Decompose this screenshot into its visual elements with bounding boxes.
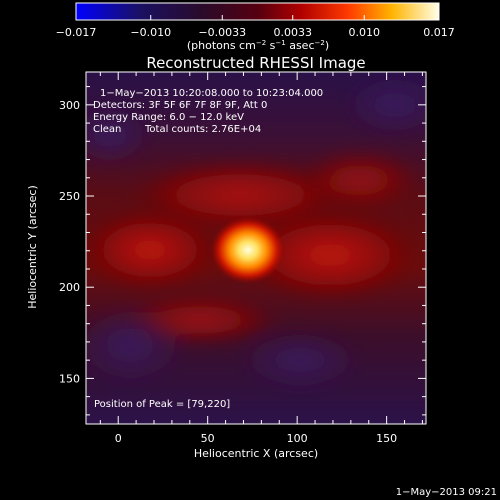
colorbar-tick-label: −0.017 — [56, 26, 97, 39]
timestamp: 1−May−2013 09:21 — [396, 487, 497, 498]
y-tick-label: 300 — [59, 99, 80, 112]
colorbar-tick-label: 0.0033 — [273, 26, 312, 39]
image-title: Reconstructed RHESSI Image — [146, 54, 365, 72]
energy-range: Energy Range: 6.0 − 12.0 keV — [93, 112, 244, 123]
colorbar-tick-label: −0.010 — [130, 26, 171, 39]
x-axis-label: Heliocentric X (arcsec) — [194, 447, 318, 460]
y-tick-label: 150 — [59, 372, 80, 385]
peak-position: Position of Peak = [79,220] — [94, 399, 230, 410]
detectors: Detectors: 3F 5F 6F 7F 8F 9F, Att 0 — [93, 100, 267, 111]
y-tick-label: 200 — [59, 281, 80, 294]
colorbar-tick-label: 0.017 — [423, 26, 455, 39]
colorbar-tick-label: −0.0033 — [198, 26, 246, 39]
colorbar — [75, 2, 440, 21]
total-counts: Total counts: 2.76E+04 — [144, 124, 261, 135]
y-axis-label: Heliocentric Y (arcsec) — [26, 185, 39, 309]
colorbar-tick-label: 0.010 — [349, 26, 381, 39]
x-axis: 0 50 100 150 — [99, 72, 423, 445]
method: Clean — [93, 124, 121, 135]
colorbar-units: (photons cm−2 s−1 asec−2) — [187, 39, 329, 52]
y-tick-label: 250 — [59, 190, 80, 203]
y-axis: 150 200 250 300 — [59, 86, 426, 416]
colorbar-ticks: −0.017 −0.010 −0.0033 0.0033 0.010 0.017 — [56, 15, 455, 39]
x-tick-label: 0 — [115, 432, 122, 445]
x-tick-label: 50 — [201, 432, 215, 445]
plot-frame — [85, 71, 427, 425]
x-tick-label: 100 — [287, 432, 308, 445]
heatmap-image — [86, 72, 426, 424]
x-tick-label: 150 — [376, 432, 397, 445]
time-range: 1−May−2013 10:20:08.000 to 10:23:04.000 — [100, 88, 323, 99]
